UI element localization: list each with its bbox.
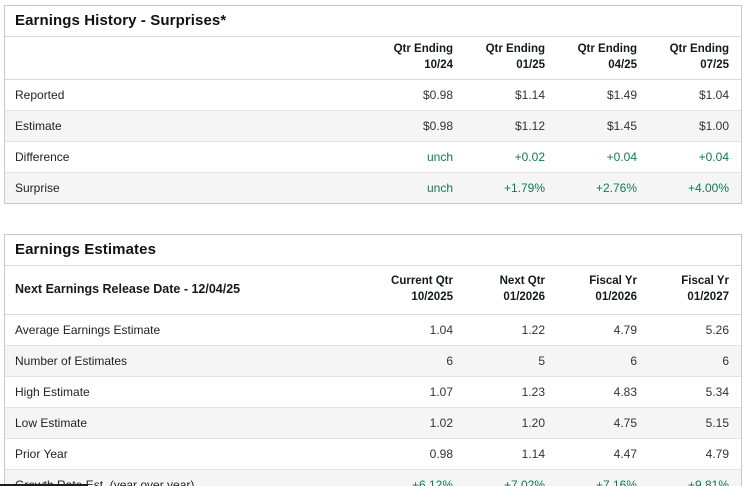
cell-value: 5.26 — [649, 314, 741, 346]
column-header-line1: Current Qtr — [391, 275, 453, 288]
cell-value: 1.07 — [373, 376, 465, 408]
cell-value: $0.98 — [373, 79, 465, 111]
column-header-line1: Next Qtr — [499, 275, 545, 288]
row-label: Difference — [5, 141, 373, 173]
column-header-line2: 04/25 — [608, 58, 637, 71]
earnings-estimates-header-row: Next Earnings Release Date - 12/04/25 Cu… — [5, 266, 741, 316]
cell-value: +0.04 — [649, 141, 741, 173]
earnings-estimates-panel: Earnings Estimates Next Earnings Release… — [4, 234, 742, 486]
column-header-qtr-0125: Qtr Ending 01/25 — [465, 37, 557, 81]
row-estimate: Estimate $0.98 $1.12 $1.45 $1.00 — [5, 110, 741, 142]
cell-value: +2.76% — [557, 172, 649, 204]
column-header-fiscal-yr-2027: Fiscal Yr 01/2027 — [649, 266, 741, 316]
cell-value: 1.14 — [465, 438, 557, 470]
cell-value: 1.04 — [373, 314, 465, 346]
row-label: Estimate — [5, 110, 373, 142]
row-label: Surprise — [5, 172, 373, 204]
column-header-line2: 10/2025 — [411, 290, 453, 303]
row-prior-year: Prior Year 0.98 1.14 4.47 4.79 — [5, 438, 741, 470]
cell-value: 5.34 — [649, 376, 741, 408]
cell-value: $0.98 — [373, 110, 465, 142]
row-number-of-estimates: Number of Estimates 6 5 6 6 — [5, 345, 741, 377]
column-header-next-qtr: Next Qtr 01/2026 — [465, 266, 557, 316]
cell-value: +4.00% — [649, 172, 741, 204]
column-header-line2: 01/2026 — [595, 290, 637, 303]
cell-value: +0.02 — [465, 141, 557, 173]
column-header-line1: Fiscal Yr — [681, 275, 729, 288]
cell-value: 4.47 — [557, 438, 649, 470]
column-header-line1: Qtr Ending — [669, 43, 729, 55]
column-header-line2: 01/2026 — [503, 290, 545, 303]
column-header-line2: 10/24 — [424, 58, 453, 71]
earnings-history-panel: Earnings History - Surprises* Qtr Ending… — [4, 5, 742, 205]
header-spacer — [5, 37, 373, 81]
cell-value: $1.49 — [557, 79, 649, 111]
column-header-line2: 07/25 — [700, 58, 729, 71]
earnings-history-title: Earnings History - Surprises* — [5, 6, 741, 37]
earnings-estimates-title: Earnings Estimates — [5, 235, 741, 267]
row-label: Reported — [5, 79, 373, 111]
cutoff-overlay-bar — [0, 484, 88, 486]
cell-value: +7.16% — [557, 469, 649, 486]
row-label: Low Estimate — [5, 407, 373, 439]
column-header-line1: Qtr Ending — [393, 43, 453, 55]
column-header-line2: 01/2027 — [687, 290, 729, 303]
column-header-line2: 01/25 — [516, 58, 545, 71]
earnings-estimates-table: Next Earnings Release Date - 12/04/25 Cu… — [5, 266, 741, 486]
column-header-fiscal-yr-2026: Fiscal Yr 01/2026 — [557, 266, 649, 316]
row-surprise: Surprise unch +1.79% +2.76% +4.00% — [5, 172, 741, 204]
cell-value: $1.14 — [465, 79, 557, 111]
cell-value: 4.79 — [649, 438, 741, 470]
row-high-estimate: High Estimate 1.07 1.23 4.83 5.34 — [5, 376, 741, 408]
cell-value: +7.02% — [465, 469, 557, 486]
column-header-qtr-1024: Qtr Ending 10/24 — [373, 37, 465, 81]
column-header-current-qtr: Current Qtr 10/2025 — [373, 266, 465, 316]
cell-value: +9.81% — [649, 469, 741, 486]
cell-value: $1.00 — [649, 110, 741, 142]
cell-value: +1.79% — [465, 172, 557, 204]
row-average-earnings-estimate: Average Earnings Estimate 1.04 1.22 4.79… — [5, 314, 741, 346]
cell-value: 6 — [649, 345, 741, 377]
column-header-line1: Fiscal Yr — [589, 275, 637, 288]
cell-value: 1.22 — [465, 314, 557, 346]
cell-value: unch — [373, 172, 465, 204]
column-header-line1: Qtr Ending — [485, 43, 545, 55]
column-header-qtr-0725: Qtr Ending 07/25 — [649, 37, 741, 81]
earnings-history-table: Qtr Ending 10/24 Qtr Ending 01/25 Qtr Endi… — [5, 37, 741, 204]
cell-value: $1.45 — [557, 110, 649, 142]
row-label: Growth Rate Est. (year over year) — [5, 469, 373, 486]
cell-value: 5.15 — [649, 407, 741, 439]
cell-value: 0.98 — [373, 438, 465, 470]
earnings-history-header-row: Qtr Ending 10/24 Qtr Ending 01/25 Qtr Endi… — [5, 37, 741, 81]
row-reported: Reported $0.98 $1.14 $1.49 $1.04 — [5, 79, 741, 111]
cell-value: 1.02 — [373, 407, 465, 439]
cell-value: unch — [373, 141, 465, 173]
cell-value: 4.75 — [557, 407, 649, 439]
row-label: Average Earnings Estimate — [5, 314, 373, 346]
next-earnings-release-date: Next Earnings Release Date - 12/04/25 — [5, 266, 373, 316]
row-growth-rate-est: Growth Rate Est. (year over year) +6.12%… — [5, 469, 741, 486]
column-header-qtr-0425: Qtr Ending 04/25 — [557, 37, 649, 81]
cell-value: 5 — [465, 345, 557, 377]
cell-value: 4.79 — [557, 314, 649, 346]
cell-value: 6 — [557, 345, 649, 377]
cell-value: 1.20 — [465, 407, 557, 439]
cell-value: 1.23 — [465, 376, 557, 408]
cell-value: +6.12% — [373, 469, 465, 486]
cell-value: 6 — [373, 345, 465, 377]
cell-value: $1.04 — [649, 79, 741, 111]
cell-value: 4.83 — [557, 376, 649, 408]
cell-value: +0.04 — [557, 141, 649, 173]
row-label: High Estimate — [5, 376, 373, 408]
row-label: Prior Year — [5, 438, 373, 470]
row-label: Number of Estimates — [5, 345, 373, 377]
row-low-estimate: Low Estimate 1.02 1.20 4.75 5.15 — [5, 407, 741, 439]
column-header-line1: Qtr Ending — [577, 43, 637, 55]
cell-value: $1.12 — [465, 110, 557, 142]
row-difference: Difference unch +0.02 +0.04 +0.04 — [5, 141, 741, 173]
